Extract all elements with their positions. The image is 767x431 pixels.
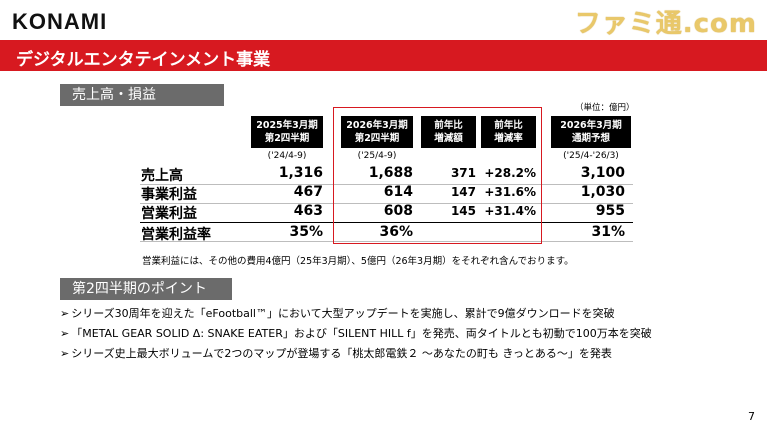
cell-diff: 145 — [450, 204, 476, 218]
cell-curr: 608 — [383, 203, 413, 219]
point-text: シリーズ30周年を迎えた「eFootball™」において大型アップデートを実施し… — [71, 307, 615, 320]
sales-section-label: 売上高・損益 — [60, 84, 224, 106]
column-header-line2: 通期予想 — [571, 133, 610, 144]
cell-curr: 1,688 — [368, 165, 413, 181]
highlight-box — [333, 107, 542, 244]
column-header-yoy-diff: 前年比 増減額 — [421, 116, 476, 148]
row-label-sales: 売上高 — [141, 168, 183, 184]
cell-curr: 614 — [383, 184, 413, 200]
page-title: デジタルエンタテインメント事業 — [16, 50, 271, 70]
column-header-line1: 2025年3月期 — [256, 120, 318, 131]
footnote: 営業利益には、その他の費用4億円（25年3月期）、5億円（26年3月期）をそれぞ… — [142, 256, 574, 267]
period-curr-q2: ('25/4-9) — [357, 151, 397, 161]
cell-prev: 467 — [293, 184, 323, 200]
column-header-forecast: 2026年3月期 通期予想 — [551, 116, 631, 148]
title-banner: デジタルエンタテインメント事業 — [0, 40, 767, 71]
column-header-yoy-rate: 前年比 増減率 — [481, 116, 536, 148]
arrow-bullet-icon: ➢ — [60, 327, 70, 340]
column-header-line2: 第2四半期 — [354, 133, 400, 144]
cell-prev: 35% — [289, 224, 323, 240]
row-divider — [140, 241, 633, 242]
page-number: 7 — [748, 410, 755, 423]
cell-forecast: 31% — [591, 224, 625, 240]
column-header-curr-q2: 2026年3月期 第2四半期 — [341, 116, 413, 148]
cell-forecast: 1,030 — [580, 184, 625, 200]
point-item: ➢ 「METAL GEAR SOLID Δ: SNAKE EATER」および「SI… — [60, 325, 652, 341]
column-header-line2: 増減額 — [434, 133, 463, 144]
point-item: ➢ シリーズ30周年を迎えた「eFootball™」において大型アップデートを実施… — [60, 305, 615, 321]
row-label-operating-profit: 営業利益 — [141, 206, 197, 222]
column-header-line1: 2026年3月期 — [346, 120, 408, 131]
famitsu-watermark: ファミ通.com — [574, 9, 757, 39]
konami-logo: KONAMI — [12, 9, 108, 34]
column-header-prev-q2: 2025年3月期 第2四半期 — [251, 116, 323, 148]
point-text: シリーズ史上最大ボリュームで2つのマップが登場する「桃太郎電鉄２ ～あなたの町も… — [71, 347, 612, 360]
arrow-bullet-icon: ➢ — [60, 307, 70, 320]
cell-diff: 147 — [450, 185, 476, 199]
column-header-line1: 2026年3月期 — [560, 120, 622, 131]
cell-forecast: 3,100 — [580, 165, 625, 181]
row-divider — [140, 184, 633, 185]
arrow-bullet-icon: ➢ — [60, 347, 70, 360]
column-header-line1: 前年比 — [494, 120, 523, 131]
cell-prev: 1,316 — [278, 165, 323, 181]
cell-rate: +31.6% — [484, 185, 536, 199]
point-text: 「METAL GEAR SOLID Δ: SNAKE EATER」および「SIL… — [71, 327, 652, 340]
column-header-line1: 前年比 — [434, 120, 463, 131]
cell-rate: +28.2% — [484, 166, 536, 180]
row-divider — [140, 222, 633, 223]
row-divider — [140, 203, 633, 204]
period-forecast: ('25/4-'26/3) — [563, 151, 619, 161]
row-label-operating-margin: 営業利益率 — [141, 227, 211, 243]
cell-diff: 371 — [450, 166, 476, 180]
cell-rate: +31.4% — [484, 204, 536, 218]
unit-note: （単位：億円） — [575, 103, 635, 113]
row-label-business-profit: 事業利益 — [141, 187, 197, 203]
period-prev-q2: ('24/4-9) — [267, 151, 307, 161]
cell-prev: 463 — [293, 203, 323, 219]
column-header-line2: 増減率 — [494, 133, 523, 144]
points-section-label: 第2四半期のポイント — [60, 278, 232, 300]
cell-curr: 36% — [379, 224, 413, 240]
cell-forecast: 955 — [595, 203, 625, 219]
point-item: ➢ シリーズ史上最大ボリュームで2つのマップが登場する「桃太郎電鉄２ ～あなたの町… — [60, 345, 612, 361]
column-header-line2: 第2四半期 — [264, 133, 310, 144]
